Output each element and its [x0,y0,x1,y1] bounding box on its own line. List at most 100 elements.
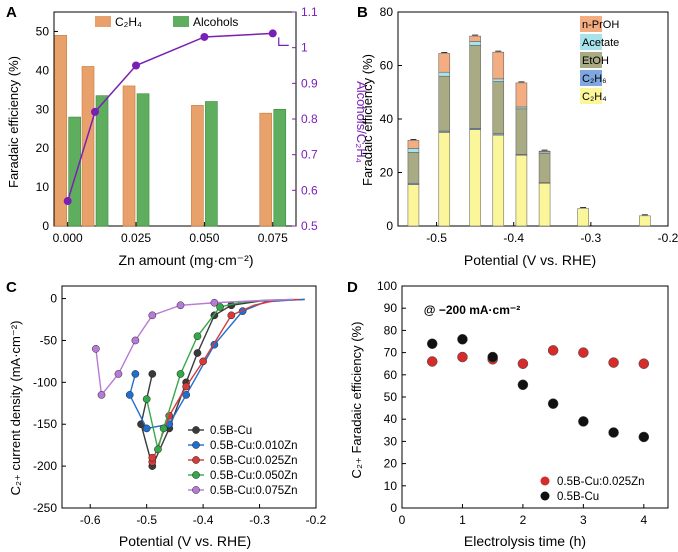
panel-b-xtick-label: -0.4 [503,231,524,245]
panel-b-bar-segment [492,51,505,80]
panel-d-ytick-label: 30 [384,434,398,448]
panel-c-point [176,301,185,310]
panel-a-ytick-label: 0 [42,219,49,233]
panel-c-point [131,370,140,378]
panel-b-axes: 0 20 40 60 80 -0.5 -0.4 -0.3 -0.2 [380,5,678,245]
panel-c: C Potential (V vs. RHE) C₂₊ current dens… [6,279,327,549]
panel-c-legend-marker [192,441,200,449]
panel-c-point [227,311,236,320]
panel-b-frame [397,11,669,227]
panel-b-legend-swatch [580,70,602,86]
panel-b-bar-segment [538,182,551,227]
panel-b-legend-swatch [580,88,602,104]
panel-c-curve [128,298,305,430]
panel-a-ytick-label: 30 [36,102,50,116]
panel-c-xtick-label: -0.6 [80,513,101,527]
panel-d-legend-marker [540,491,550,501]
panel-b-bar-segment [538,152,551,183]
panel-b-legend-label: Acetate [582,37,619,49]
panel-c-point [142,395,151,403]
panel-b-bar-segment [438,53,451,73]
panel-b-xlabel: Potential (V vs. RHE) [464,252,596,268]
panel-b-ytick-label: 80 [380,5,394,19]
panel-d-legend-label: 0.5B-Cu:0.025Zn [557,476,645,488]
panel-c-legend-marker [192,426,200,434]
panel-a-ytick-label: 20 [36,141,50,155]
panel-c-point [193,349,202,357]
panel-d-ytick-label: 10 [384,479,398,493]
panel-c-legend-marker [192,471,200,479]
panel-c-legend-label: 0.5B-Cu [210,425,252,437]
panel-b-legend-label: EtOH [582,55,609,67]
panel-d-ytick-label: 90 [384,301,398,315]
panel-d-legend-label: 0.5B-Cu [557,491,599,503]
panel-a-y2tick-label: 0.7 [301,148,318,162]
panel-c-point [199,357,207,366]
panel-c-point [176,370,185,378]
panel-c-legend-label: 0.5B-Cu:0.075Zn [210,485,298,497]
panel-d-point-cu [457,334,468,345]
panel-d-point-zn [517,358,529,369]
panel-d-legend-marker [540,476,550,486]
panel-a-axis-arrow [278,37,289,46]
panel-b-legend-label: n-PrOH [582,19,619,31]
panel-d-letter: D [347,279,358,296]
panel-c-legend-label: 0.5B-Cu:0.025Zn [210,455,298,467]
panel-c-marks [92,298,305,470]
panel-a-y2tick-label: 0.6 [301,183,318,197]
panel-c-xtick-label: -0.5 [136,513,157,527]
panel-d-point-zn [547,345,559,356]
panel-a-xtick-label: 0.050 [189,231,219,245]
panel-a-xlabel: Zn amount (mg·cm⁻²) [119,252,254,268]
panel-d-xtick-label: 4 [640,513,647,527]
panel-b-bar-segment [515,108,528,155]
panel-c-point [114,370,123,378]
panel-c-xtick-label: -0.3 [249,513,270,527]
panel-d-xtick-label: 3 [580,513,587,527]
panel-b-bar-segment [492,81,505,134]
panel-d-point-zn [608,357,619,368]
panel-c-point [182,391,191,399]
panel-b-legend-label: C₂H₆ [582,73,607,85]
panel-a-bar-c2h4 [54,35,67,227]
panel-c-xtick-label: -0.4 [193,513,214,527]
panel-c-frame [61,285,317,509]
panel-a-bar-c2h4 [191,105,204,227]
panel-a-ylabel: Faradaic efficiency (%) [6,56,21,188]
panel-a-bar-alcohols [205,101,218,227]
panel-b-bar-segment [407,148,420,153]
panel-c-legend: 0.5B-Cu 0.5B-Cu:0.010Zn 0.5B-Cu:0.025Zn 0.5… [188,425,298,497]
panel-c-legend-label: 0.5B-Cu:0.050Zn [210,470,298,482]
panel-b-bar-segment [438,132,451,227]
panel-d-ylabel: C₂₊ Faradaic efficiency (%) [349,322,364,479]
panel-c-point [125,391,134,399]
panel-a-bar-c2h4 [122,85,136,227]
panel-b-xtick-label: -0.3 [581,231,602,245]
panel-d-point-cu [578,416,589,427]
panel-d-xlabel: Electrolysis time (h) [464,533,586,549]
panel-d: D @ −200 mA·cm⁻² Electrolysis time (h) C… [347,279,669,549]
panel-a-ratio-point [132,61,141,70]
panel-d-axes: 0 10 20 30 40 50 60 70 80 90 100 0 1 2 3 4 [377,279,669,527]
panel-b-bar-segment [538,150,551,153]
panel-a-y2tick-label: 0.8 [301,112,318,126]
panel-d-xtick-label: 0 [399,513,406,527]
panel-c-ytick-label: -50 [40,333,58,347]
panel-d-point-zn [426,356,438,367]
panel-c-point [148,311,157,320]
panel-a-ratio-point [200,32,209,41]
panel-a-xtick-label: 0.000 [53,231,83,245]
panel-d-point-cu [517,379,529,391]
panel-d-point-zn [638,358,650,369]
panel-b-ylabel: Faradaic efficiency (%) [360,54,375,186]
panel-c-point [216,303,224,311]
panel-c-point [142,424,151,433]
panel-d-point-zn [578,347,589,358]
panel-a-bar-c2h4 [81,66,95,227]
panel-d-ytick-label: 80 [384,323,398,337]
panel-d-ytick-label: 100 [377,279,397,293]
panel-a-y2tick-label: 0.9 [301,76,318,90]
panel-c-xtick-label: -0.2 [306,513,327,527]
panel-b-bar-segment [515,106,528,110]
panel-c-point [159,424,168,433]
